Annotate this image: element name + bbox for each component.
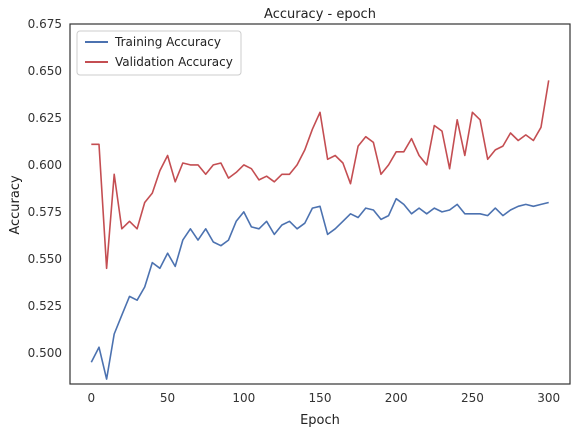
legend-label-validation: Validation Accuracy [115, 55, 233, 69]
validation-accuracy-line [91, 80, 550, 270]
training-accuracy-line [90, 197, 549, 380]
x-tick-label: 250 [461, 391, 484, 405]
y-axis-ticks: 0.500 0.525 0.550 0.575 0.600 0.625 0.650 0.675 [28, 17, 62, 360]
y-tick-label: 0.600 [28, 158, 62, 172]
y-tick-label: 0.525 [28, 299, 62, 313]
y-tick-label: 0.650 [28, 64, 62, 78]
y-axis-label: Accuracy [8, 175, 23, 235]
x-tick-label: 100 [232, 391, 255, 405]
legend-label-training: Training Accuracy [114, 35, 221, 49]
chart-title: Accuracy - epoch [264, 7, 376, 22]
x-tick-label: 0 [88, 391, 96, 405]
x-tick-label: 150 [309, 391, 332, 405]
y-tick-label: 0.675 [28, 17, 62, 31]
x-tick-label: 300 [537, 391, 560, 405]
x-tick-label: 50 [160, 391, 175, 405]
x-tick-label: 200 [385, 391, 408, 405]
x-axis-ticks: 0 50 100 150 200 250 300 [88, 391, 561, 405]
legend-box [76, 30, 242, 76]
y-tick-label: 0.575 [28, 205, 62, 219]
plot-frame [69, 23, 571, 385]
legend: Training Accuracy Validation Accuracy [76, 30, 242, 76]
x-axis-label: Epoch [300, 413, 340, 428]
y-tick-label: 0.625 [28, 111, 62, 125]
y-tick-label: 0.500 [28, 346, 62, 360]
series-layer [90, 80, 550, 380]
y-tick-label: 0.550 [28, 252, 62, 266]
